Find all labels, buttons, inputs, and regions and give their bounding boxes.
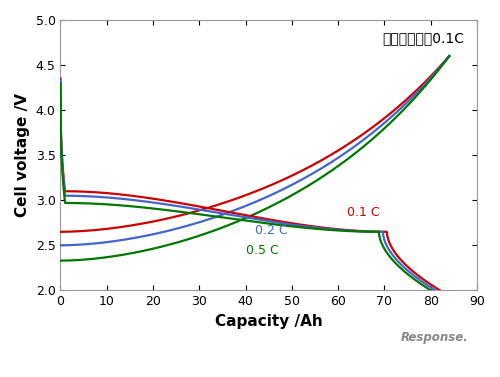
Text: 充電レート：0.1C: 充電レート：0.1C <box>382 31 464 45</box>
X-axis label: Capacity /Ah: Capacity /Ah <box>215 314 322 329</box>
Text: 0.2 C: 0.2 C <box>255 224 288 238</box>
Text: Response.: Response. <box>401 331 468 344</box>
Text: 0.1 C: 0.1 C <box>348 207 380 219</box>
Text: 0.5 C: 0.5 C <box>246 244 278 257</box>
Y-axis label: Cell voltage /V: Cell voltage /V <box>15 93 30 217</box>
